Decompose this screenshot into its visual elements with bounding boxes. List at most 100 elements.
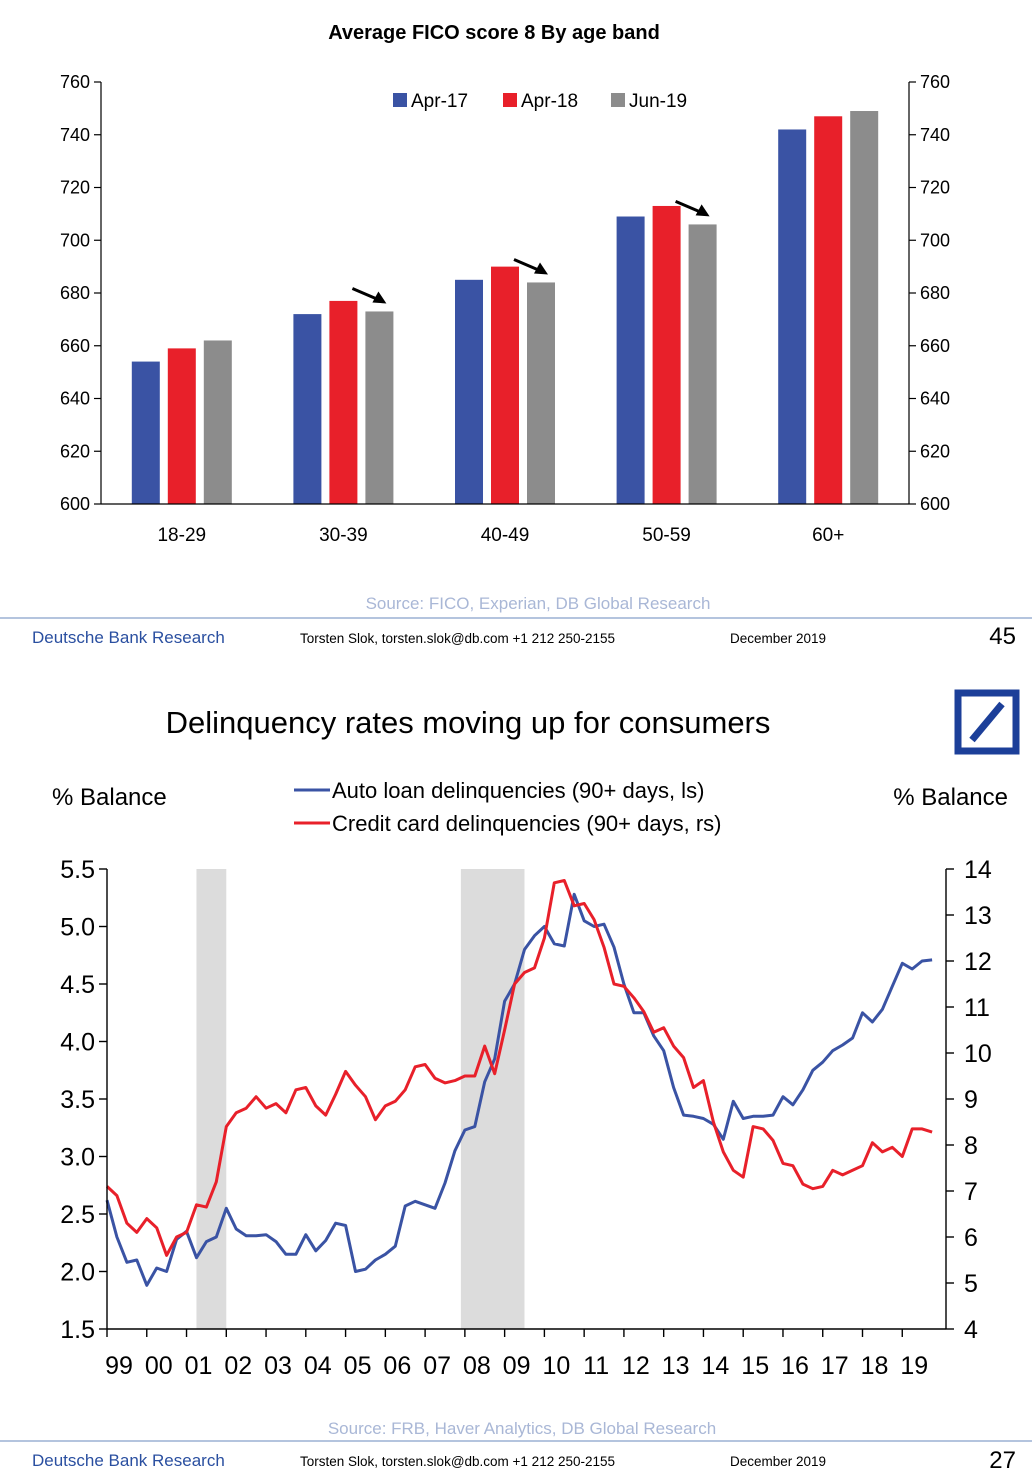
delinquency-y2-tick-label: 10: [964, 1040, 992, 1068]
delinquency-y2-tick-label: 13: [964, 902, 992, 930]
fico-bar-30-39-Apr-17: [293, 314, 322, 504]
fico-bar-40-49-Apr-18: [491, 266, 519, 504]
delinquency-x-tick-label: 07: [423, 1352, 451, 1380]
legend-swatch-jun-19: [611, 93, 625, 107]
fico-y2-tick-label: 720: [920, 178, 950, 198]
fico-bars-layer: [131, 111, 879, 505]
delinquency-y-tick-label: 2.0: [60, 1259, 95, 1287]
delinquency-y-tick-label: 2.5: [60, 1201, 95, 1229]
footer-page-number: 27: [989, 1447, 1016, 1474]
delinquency-x-tick-label: 18: [861, 1352, 889, 1380]
delinquency-y-tick-label: 5.0: [60, 914, 95, 942]
fico-x-tick-label: 50-59: [642, 525, 691, 546]
delinquency-x-tick-label: 08: [463, 1352, 491, 1380]
fico-y2-tick-label: 620: [920, 441, 950, 461]
footer-page-number: 45: [989, 623, 1016, 650]
delinquency-y-tick-label: 3.5: [60, 1086, 95, 1114]
delinquency-y-tick-label: 4.0: [60, 1029, 95, 1057]
fico-x-tick-label: 18-29: [157, 525, 206, 546]
legend-label-credit: Credit card delinquencies (90+ days, rs): [332, 811, 721, 836]
fico-bar-50-59-Apr-17: [616, 216, 645, 504]
delinquency-y-tick-label: 3.0: [60, 1144, 95, 1172]
legend-swatch-apr-18: [503, 93, 517, 107]
fico-y-tick-label: 760: [60, 72, 90, 92]
fico-bar-60+-Jun-19: [850, 111, 879, 504]
db-logo: [954, 689, 1020, 755]
delinquency-x-tick-label: 14: [702, 1352, 730, 1380]
delinquency-y2-tick-label: 8: [964, 1132, 978, 1160]
fico-ticks-layer: 18-29 30-39 40-49 50-59 60+ 600 620 640 660 680 70…: [60, 72, 950, 546]
legend-label-auto: Auto loan delinquencies (90+ days, ls): [332, 778, 704, 803]
delinquency-x-tick-label: 04: [304, 1352, 332, 1380]
delinquency-x-tick-label: 01: [185, 1352, 213, 1380]
right-axis-unit: % Balance: [893, 784, 1008, 811]
fico-y2-tick-label: 700: [920, 230, 950, 250]
fico-y-tick-label: 740: [60, 125, 90, 145]
delinquency-y2-tick-label: 6: [964, 1224, 978, 1252]
delinquency-y2-tick-label: 5: [964, 1270, 978, 1298]
delinquency-source: Source: FRB, Haver Analytics, DB Global …: [328, 1419, 716, 1438]
footer-date: December 2019: [730, 1454, 826, 1469]
delinquency-footer: Deutsche Bank Research Torsten Slok, tor…: [0, 1440, 1032, 1474]
delinquency-y-tick-label: 4.5: [60, 971, 95, 999]
fico-y2-tick-label: 640: [920, 389, 950, 409]
legend-label-apr-17: Apr-17: [411, 91, 468, 112]
delinquency-y2-tick-label: 12: [964, 948, 992, 976]
delinquency-x-tick-label: 00: [145, 1352, 173, 1380]
fico-y2-tick-label: 600: [920, 494, 950, 514]
delinquency-x-tick-label: 05: [344, 1352, 372, 1380]
credit-card-series-line: [105, 879, 933, 1257]
delinquency-x-tick-label: 12: [622, 1352, 650, 1380]
fico-bar-60+-Apr-17: [778, 129, 807, 504]
fico-y-tick-label: 680: [60, 283, 90, 303]
delinquency-x-tick-label: 09: [503, 1352, 531, 1380]
delinquency-x-tick-label: 02: [224, 1352, 252, 1380]
delinquency-x-tick-label: 15: [741, 1352, 769, 1380]
fico-arrow-head: [695, 204, 710, 217]
fico-bar-60+-Apr-18: [814, 116, 843, 504]
fico-arrows-layer: [351, 200, 710, 304]
fico-y2-tick-label: 680: [920, 283, 950, 303]
fico-bar-18-29-Apr-17: [131, 361, 160, 504]
delinquency-x-tick-label: 17: [821, 1352, 849, 1380]
footer-date: December 2019: [730, 631, 826, 646]
legend-label-apr-18: Apr-18: [521, 91, 578, 112]
delinquency-legend: Auto loan delinquencies (90+ days, ls) C…: [294, 778, 721, 836]
fico-source: Source: FICO, Experian, DB Global Resear…: [366, 594, 711, 613]
fico-y-tick-label: 720: [60, 178, 90, 198]
fico-bar-18-29-Jun-19: [203, 340, 232, 504]
delinquency-slide: Delinquency rates moving up for consumer…: [0, 689, 1032, 1474]
fico-bar-30-39-Jun-19: [365, 311, 394, 504]
delinquency-y2-tick-label: 7: [964, 1178, 978, 1206]
fico-bar-50-59-Jun-19: [688, 224, 717, 505]
delinquency-y2-tick-label: 14: [964, 856, 992, 884]
fico-bar-50-59-Apr-18: [652, 205, 681, 504]
footer-author: Torsten Slok, torsten.slok@db.com +1 212…: [300, 1454, 615, 1469]
slide-title: Delinquency rates moving up for consumer…: [166, 705, 771, 740]
fico-slide: Average FICO score 8 By age band 18-29 30…: [0, 22, 1032, 650]
delinquency-x-tick-label: 16: [781, 1352, 809, 1380]
recession-band: [196, 869, 227, 1329]
fico-bar-18-29-Apr-18: [167, 348, 196, 504]
delinquency-x-tick-label: 03: [264, 1352, 292, 1380]
delinquency-x-tick-label: 19: [900, 1352, 928, 1380]
auto-loan-series-line: [105, 892, 933, 1287]
recession-band: [460, 869, 525, 1329]
fico-x-tick-label: 30-39: [319, 525, 368, 546]
delinquency-x-tick-label: 13: [662, 1352, 690, 1380]
footer-brand: Deutsche Bank Research: [32, 628, 225, 647]
footer-brand: Deutsche Bank Research: [32, 1451, 225, 1470]
fico-y2-tick-label: 660: [920, 336, 950, 356]
delinquency-x-tick-label: 06: [383, 1352, 411, 1380]
fico-footer: Deutsche Bank Research Torsten Slok, tor…: [0, 617, 1032, 650]
delinquency-ticks-layer: 99 00 01 02 03 04 05 06 07 08 09 10 11 12 13 14 15 16 17 18…: [60, 856, 992, 1380]
delinquency-x-tick-label: 10: [542, 1352, 570, 1380]
fico-chart-title: Average FICO score 8 By age band: [328, 22, 660, 44]
recession-bands-layer: [196, 869, 525, 1329]
fico-y2-tick-label: 740: [920, 125, 950, 145]
series-lines-layer: [105, 879, 933, 1287]
legend-label-jun-19: Jun-19: [629, 91, 687, 112]
fico-y2-tick-label: 760: [920, 72, 950, 92]
delinquency-x-tick-label: 11: [583, 1352, 609, 1380]
